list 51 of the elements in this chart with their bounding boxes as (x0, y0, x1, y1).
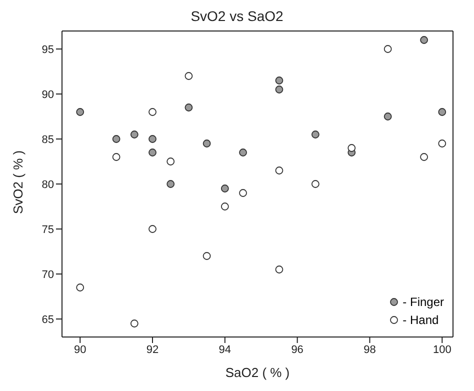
y-tick-label: 75 (42, 224, 54, 236)
point (239, 148, 247, 156)
point (348, 144, 356, 152)
x-tick-label: 92 (146, 344, 159, 356)
point (76, 108, 84, 116)
legend-label: - Hand (402, 312, 439, 329)
point (275, 166, 284, 174)
point (112, 153, 120, 161)
y-tick-label: 80 (42, 178, 54, 191)
point (148, 135, 156, 143)
point (166, 180, 175, 188)
y-tick-label: 70 (42, 268, 54, 281)
point (112, 135, 120, 143)
x-tick-label: 94 (218, 344, 232, 356)
x-tick-label: 96 (291, 344, 304, 356)
x-tick-label: 100 (432, 344, 452, 356)
point (239, 189, 247, 197)
point (275, 266, 284, 274)
point (130, 130, 138, 138)
point (220, 202, 229, 210)
x-axis-title: SaO2 ( % ) (225, 365, 290, 380)
point (148, 225, 156, 233)
point (311, 180, 320, 188)
point (148, 148, 156, 156)
point (220, 184, 229, 192)
point (76, 284, 84, 292)
point (202, 140, 211, 148)
point (420, 36, 428, 44)
point (420, 153, 428, 161)
point (384, 112, 392, 120)
point (384, 45, 392, 53)
point (166, 158, 175, 166)
point (275, 86, 284, 94)
point (275, 76, 284, 84)
point (202, 252, 211, 260)
y-tick-label: 65 (42, 314, 54, 326)
point (438, 108, 446, 116)
x-tick-label: 90 (74, 344, 86, 356)
y-tick-label: 95 (42, 44, 54, 56)
point (311, 130, 320, 138)
y-axis-title: SvO2 ( % ) (10, 150, 26, 214)
y-tick-label: 90 (42, 88, 54, 101)
point (130, 320, 138, 328)
legend-label: - Finger (402, 294, 444, 311)
point (184, 72, 193, 80)
x-tick-label: 98 (364, 344, 376, 356)
point (184, 104, 193, 112)
y-tick-label: 85 (42, 134, 54, 146)
chart-title: SvO2 vs SaO2 (190, 8, 284, 26)
point (438, 140, 446, 148)
point (148, 108, 156, 116)
